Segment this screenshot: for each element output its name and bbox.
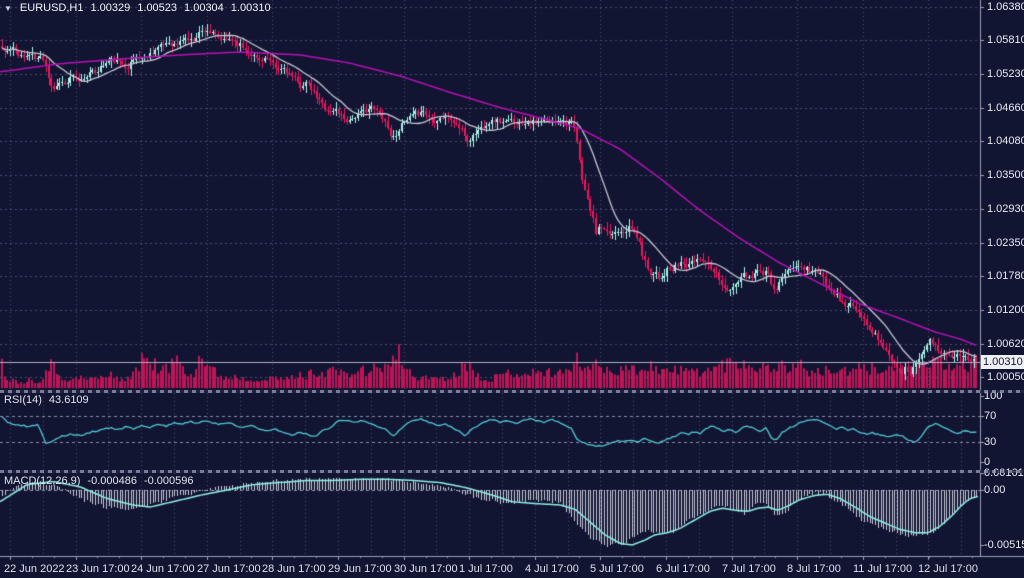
rsi-name: RSI(14) xyxy=(4,394,42,406)
macd-indicator-label: MACD(12,26,9) -0.000486 -0.000596 xyxy=(4,475,194,487)
price-axis-label: 1.01200 xyxy=(987,304,1024,316)
time-axis-label: 23 Jun 17:00 xyxy=(66,563,130,575)
price-axis-label: 1.01780 xyxy=(987,270,1024,282)
symbol-timeframe-label: EURUSD,H1 xyxy=(19,2,84,14)
price-axis-label: 1.00620 xyxy=(987,338,1024,350)
ohlc-high: 1.00523 xyxy=(137,2,178,14)
time-axis-label: 28 Jun 17:00 xyxy=(262,563,326,575)
time-axis-label: 29 Jun 17:00 xyxy=(328,563,392,575)
time-axis-label: 7 Jul 17:00 xyxy=(722,563,776,575)
macd-axis-label: 0.00 xyxy=(984,484,1006,496)
macd-name: MACD(12,26,9) xyxy=(4,475,81,487)
macd-axis-label: 0.001615 xyxy=(984,467,1024,479)
time-axis-label: 1 Jul 17:00 xyxy=(459,563,513,575)
time-axis-label: 5 Jul 17:00 xyxy=(590,563,644,575)
time-axis-label: 24 Jun 17:00 xyxy=(131,563,195,575)
time-axis[interactable]: 22 Jun 2022 23 Jun 17:00 24 Jun 17:00 27 Ju… xyxy=(0,562,1024,578)
time-axis-label: 22 Jun 2022 xyxy=(4,563,65,575)
time-axis-label: 6 Jul 17:00 xyxy=(656,563,710,575)
panel-separator-macd[interactable] xyxy=(0,470,1024,473)
time-axis-label: 12 Jul 17:00 xyxy=(918,563,978,575)
symbol-dropdown-icon[interactable]: ▼ xyxy=(4,3,12,13)
time-axis-label: 8 Jul 17:00 xyxy=(787,563,841,575)
price-axis-label: 1.02350 xyxy=(987,237,1024,249)
ohlc-open: 1.00329 xyxy=(90,2,131,14)
price-axis-label: 1.04660 xyxy=(987,102,1024,114)
chart-header: ▼ EURUSD,H1 1.00329 1.00523 1.00304 1.00… xyxy=(4,2,271,14)
ohlc-low: 1.00304 xyxy=(184,2,224,14)
price-axis-label: 1.00050 xyxy=(987,371,1024,383)
rsi-axis-label: 30 xyxy=(984,436,997,448)
price-axis-label: 1.02930 xyxy=(987,203,1024,215)
price-axis-label: 1.05230 xyxy=(987,68,1024,80)
rsi-value: 43.6109 xyxy=(48,394,89,406)
macd-main-value: -0.000486 xyxy=(87,475,137,487)
ohlc-close: 1.00310 xyxy=(230,2,271,14)
time-axis-label: 27 Jun 17:00 xyxy=(197,563,261,575)
price-axis-label: 1.06380 xyxy=(987,1,1024,13)
macd-signal-value: -0.000596 xyxy=(143,475,194,487)
panel-separator-rsi[interactable] xyxy=(0,390,1024,393)
time-axis-label: 11 Jul 17:00 xyxy=(853,563,913,575)
price-axis-label: 1.05810 xyxy=(987,34,1024,46)
rsi-axis-label: 70 xyxy=(984,410,997,422)
time-axis-label: 30 Jun 17:00 xyxy=(394,563,458,575)
price-axis-label: 1.03500 xyxy=(987,169,1024,181)
rsi-axis-label: 0 xyxy=(984,456,991,468)
rsi-axis-label: 100 xyxy=(984,390,1003,402)
time-axis-label: 4 Jul 17:00 xyxy=(525,563,579,575)
price-axis-label: 1.04080 xyxy=(987,135,1024,147)
macd-axis-label: -0.005157 xyxy=(984,539,1024,551)
rsi-indicator-label: RSI(14) 43.6109 xyxy=(4,394,89,406)
current-price-badge: 1.00310 xyxy=(981,355,1024,369)
